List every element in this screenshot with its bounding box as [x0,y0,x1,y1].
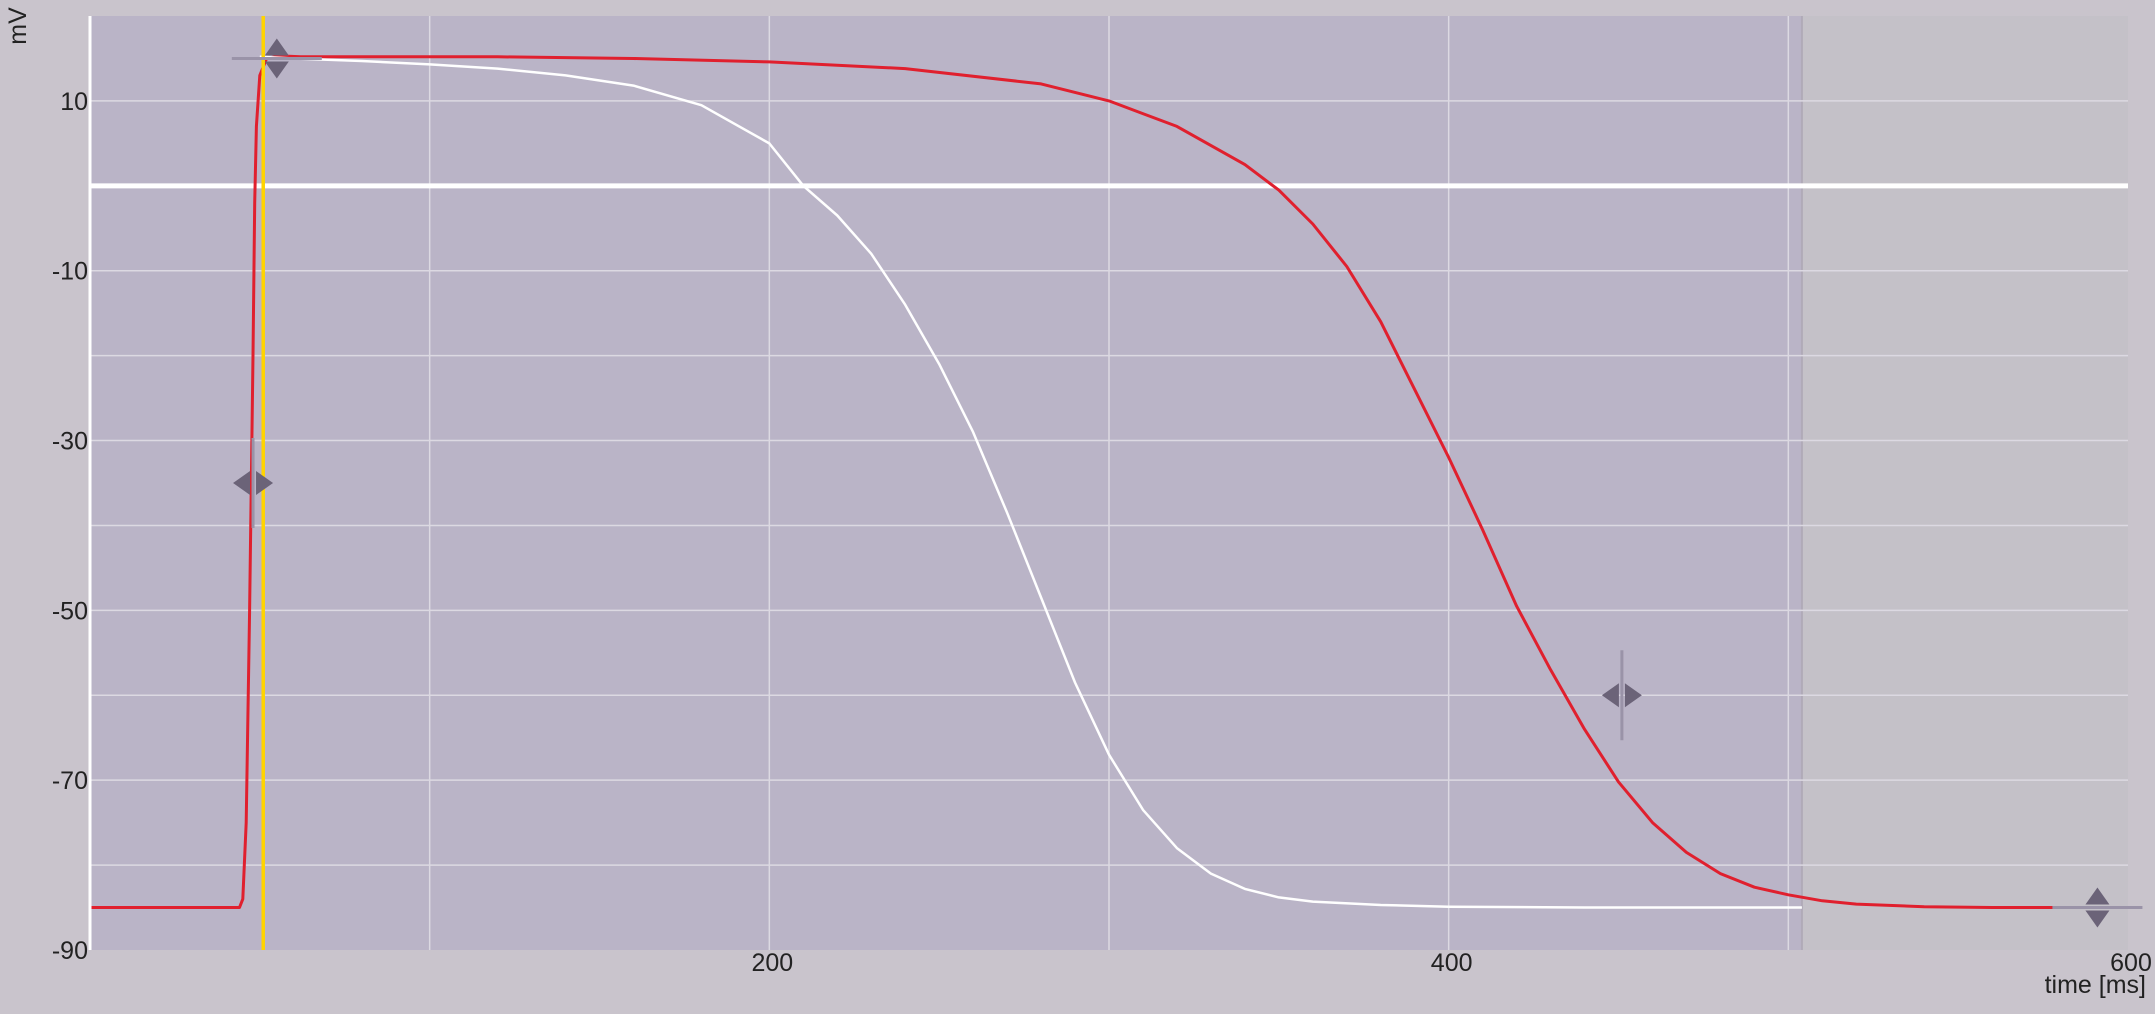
marker-layer[interactable] [231,38,2143,928]
x-tick-label: 600 [2110,949,2152,977]
marker-arrow-up[interactable] [2085,887,2110,905]
shaded-region [1801,16,2128,950]
series-layer [90,54,2128,909]
axis-layer: 10 -10 -30 -50 -70 -90 200 400 600 mV time [ms] [4,7,2152,999]
series-line-white [259,55,1802,909]
x-axis-label: time [ms] [2045,971,2146,999]
x-tick-label: 200 [751,949,793,977]
marker-arrow-down[interactable] [2085,910,2110,928]
y-axis-label: mV [4,7,32,45]
y-tick-label: -30 [52,428,88,456]
y-tick-label: -50 [52,597,88,625]
marker-arrow-left[interactable] [233,471,251,495]
marker-arrow-left[interactable] [1601,683,1619,708]
y-tick-label: 10 [60,88,88,116]
marker-arrow-right[interactable] [256,471,274,495]
series-line-red [90,54,2128,909]
y-tick-label: -90 [52,937,88,965]
y-tick-label: -70 [52,767,88,795]
marker-arrow-down[interactable] [264,61,289,79]
marker-arrow-up[interactable] [264,38,289,56]
x-tick-label: 400 [1431,949,1473,977]
y-tick-label: -10 [52,258,88,286]
marker-arrow-right[interactable] [1624,683,1642,708]
